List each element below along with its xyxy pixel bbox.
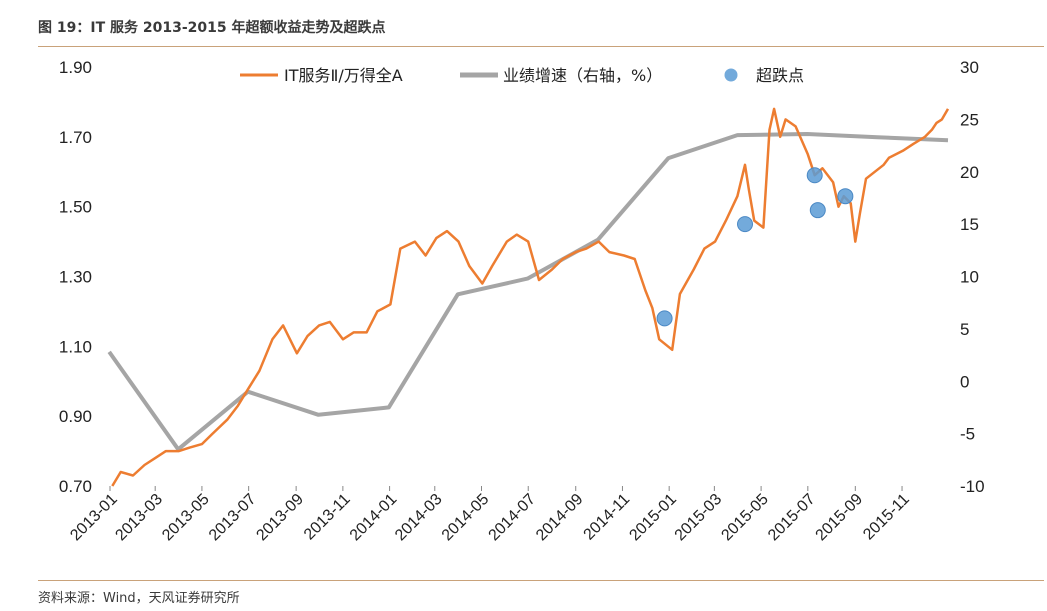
drop-point bbox=[806, 167, 823, 184]
series-layer bbox=[107, 107, 950, 487]
drop-point bbox=[656, 310, 673, 327]
right-axis-ticks: 30 25 20 15 10 5 0 -5 -10 bbox=[960, 58, 985, 496]
left-tick-label: 0.90 bbox=[59, 407, 92, 426]
right-tick-label: -5 bbox=[960, 425, 975, 444]
left-tick-label: 1.10 bbox=[59, 337, 92, 356]
x-tick-label: 2014-01 bbox=[347, 491, 401, 545]
x-tick-label: 2014-09 bbox=[533, 491, 587, 545]
x-tick-label: 2013-07 bbox=[206, 491, 260, 545]
source-note: 资料来源：Wind，天风证券研究所 bbox=[38, 591, 240, 606]
x-tick-label: 2014-03 bbox=[392, 491, 446, 545]
x-tick-label: 2015-07 bbox=[765, 491, 819, 545]
legend: IT服务Ⅱ/万得全A 业绩增速（右轴，%） 超跌点 bbox=[240, 66, 804, 85]
right-tick-label: 25 bbox=[960, 110, 979, 129]
left-tick-label: 1.30 bbox=[59, 268, 92, 287]
legend-swatch-drops bbox=[724, 68, 738, 82]
drop-point bbox=[837, 188, 854, 205]
left-tick-label: 1.70 bbox=[59, 128, 92, 147]
chart-area: 1.90 1.70 1.50 1.30 1.10 0.90 0.70 30 25 20 15 10 5… bbox=[59, 58, 985, 544]
x-tick-label: 2015-05 bbox=[718, 491, 772, 545]
drop-point bbox=[737, 216, 754, 233]
x-tick-label: 2013-09 bbox=[253, 491, 307, 545]
x-tick-label: 2015-11 bbox=[860, 491, 913, 544]
right-tick-label: 15 bbox=[960, 215, 979, 234]
right-tick-label: 5 bbox=[960, 320, 969, 339]
x-tick-label: 2013-05 bbox=[159, 491, 213, 545]
x-tick-label: 2013-11 bbox=[301, 491, 354, 544]
x-axis-ticks: 2013-012013-032013-052013-072013-092013-… bbox=[67, 486, 913, 544]
x-tick-label: 2014-11 bbox=[581, 491, 634, 544]
legend-label-drops: 超跌点 bbox=[756, 66, 804, 85]
left-tick-label: 1.50 bbox=[59, 198, 92, 217]
left-tick-label: 1.90 bbox=[59, 58, 92, 77]
left-tick-label: 0.70 bbox=[59, 477, 92, 496]
x-tick-label: 2013-03 bbox=[112, 491, 166, 545]
right-tick-label: 10 bbox=[960, 268, 979, 287]
right-tick-label: 0 bbox=[960, 372, 969, 391]
x-tick-label: 2014-05 bbox=[439, 491, 493, 545]
x-tick-label: 2015-01 bbox=[626, 491, 680, 545]
growth-line bbox=[107, 132, 949, 452]
right-tick-label: -10 bbox=[960, 477, 985, 496]
source-rule bbox=[38, 580, 1044, 581]
left-axis-ticks: 1.90 1.70 1.50 1.30 1.10 0.90 0.70 bbox=[59, 58, 92, 496]
legend-label-price: IT服务Ⅱ/万得全A bbox=[284, 66, 403, 85]
x-tick-label: 2015-03 bbox=[672, 491, 726, 545]
x-tick-label: 2014-07 bbox=[486, 491, 540, 545]
drop-point bbox=[809, 202, 826, 219]
x-tick-label: 2013-01 bbox=[67, 491, 121, 545]
legend-label-growth: 业绩增速（右轴，%） bbox=[503, 66, 662, 85]
chart-title: 图 19：IT 服务 2013-2015 年超额收益走势及超跌点 bbox=[38, 20, 386, 36]
x-tick-label: 2015-09 bbox=[813, 491, 867, 545]
right-tick-label: 30 bbox=[960, 58, 979, 77]
right-tick-label: 20 bbox=[960, 163, 979, 182]
title-rule bbox=[38, 46, 1044, 47]
relative-price-line bbox=[111, 107, 950, 487]
